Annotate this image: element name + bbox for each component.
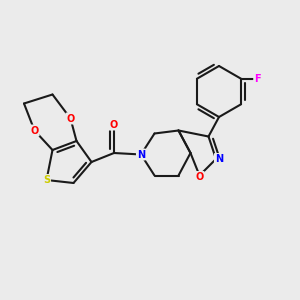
Text: O: O xyxy=(110,119,118,130)
Text: N: N xyxy=(137,149,145,160)
Text: F: F xyxy=(254,74,261,84)
Text: O: O xyxy=(66,113,75,124)
Text: O: O xyxy=(30,125,39,136)
Text: S: S xyxy=(43,175,50,185)
Text: N: N xyxy=(215,154,223,164)
Text: O: O xyxy=(195,172,204,182)
